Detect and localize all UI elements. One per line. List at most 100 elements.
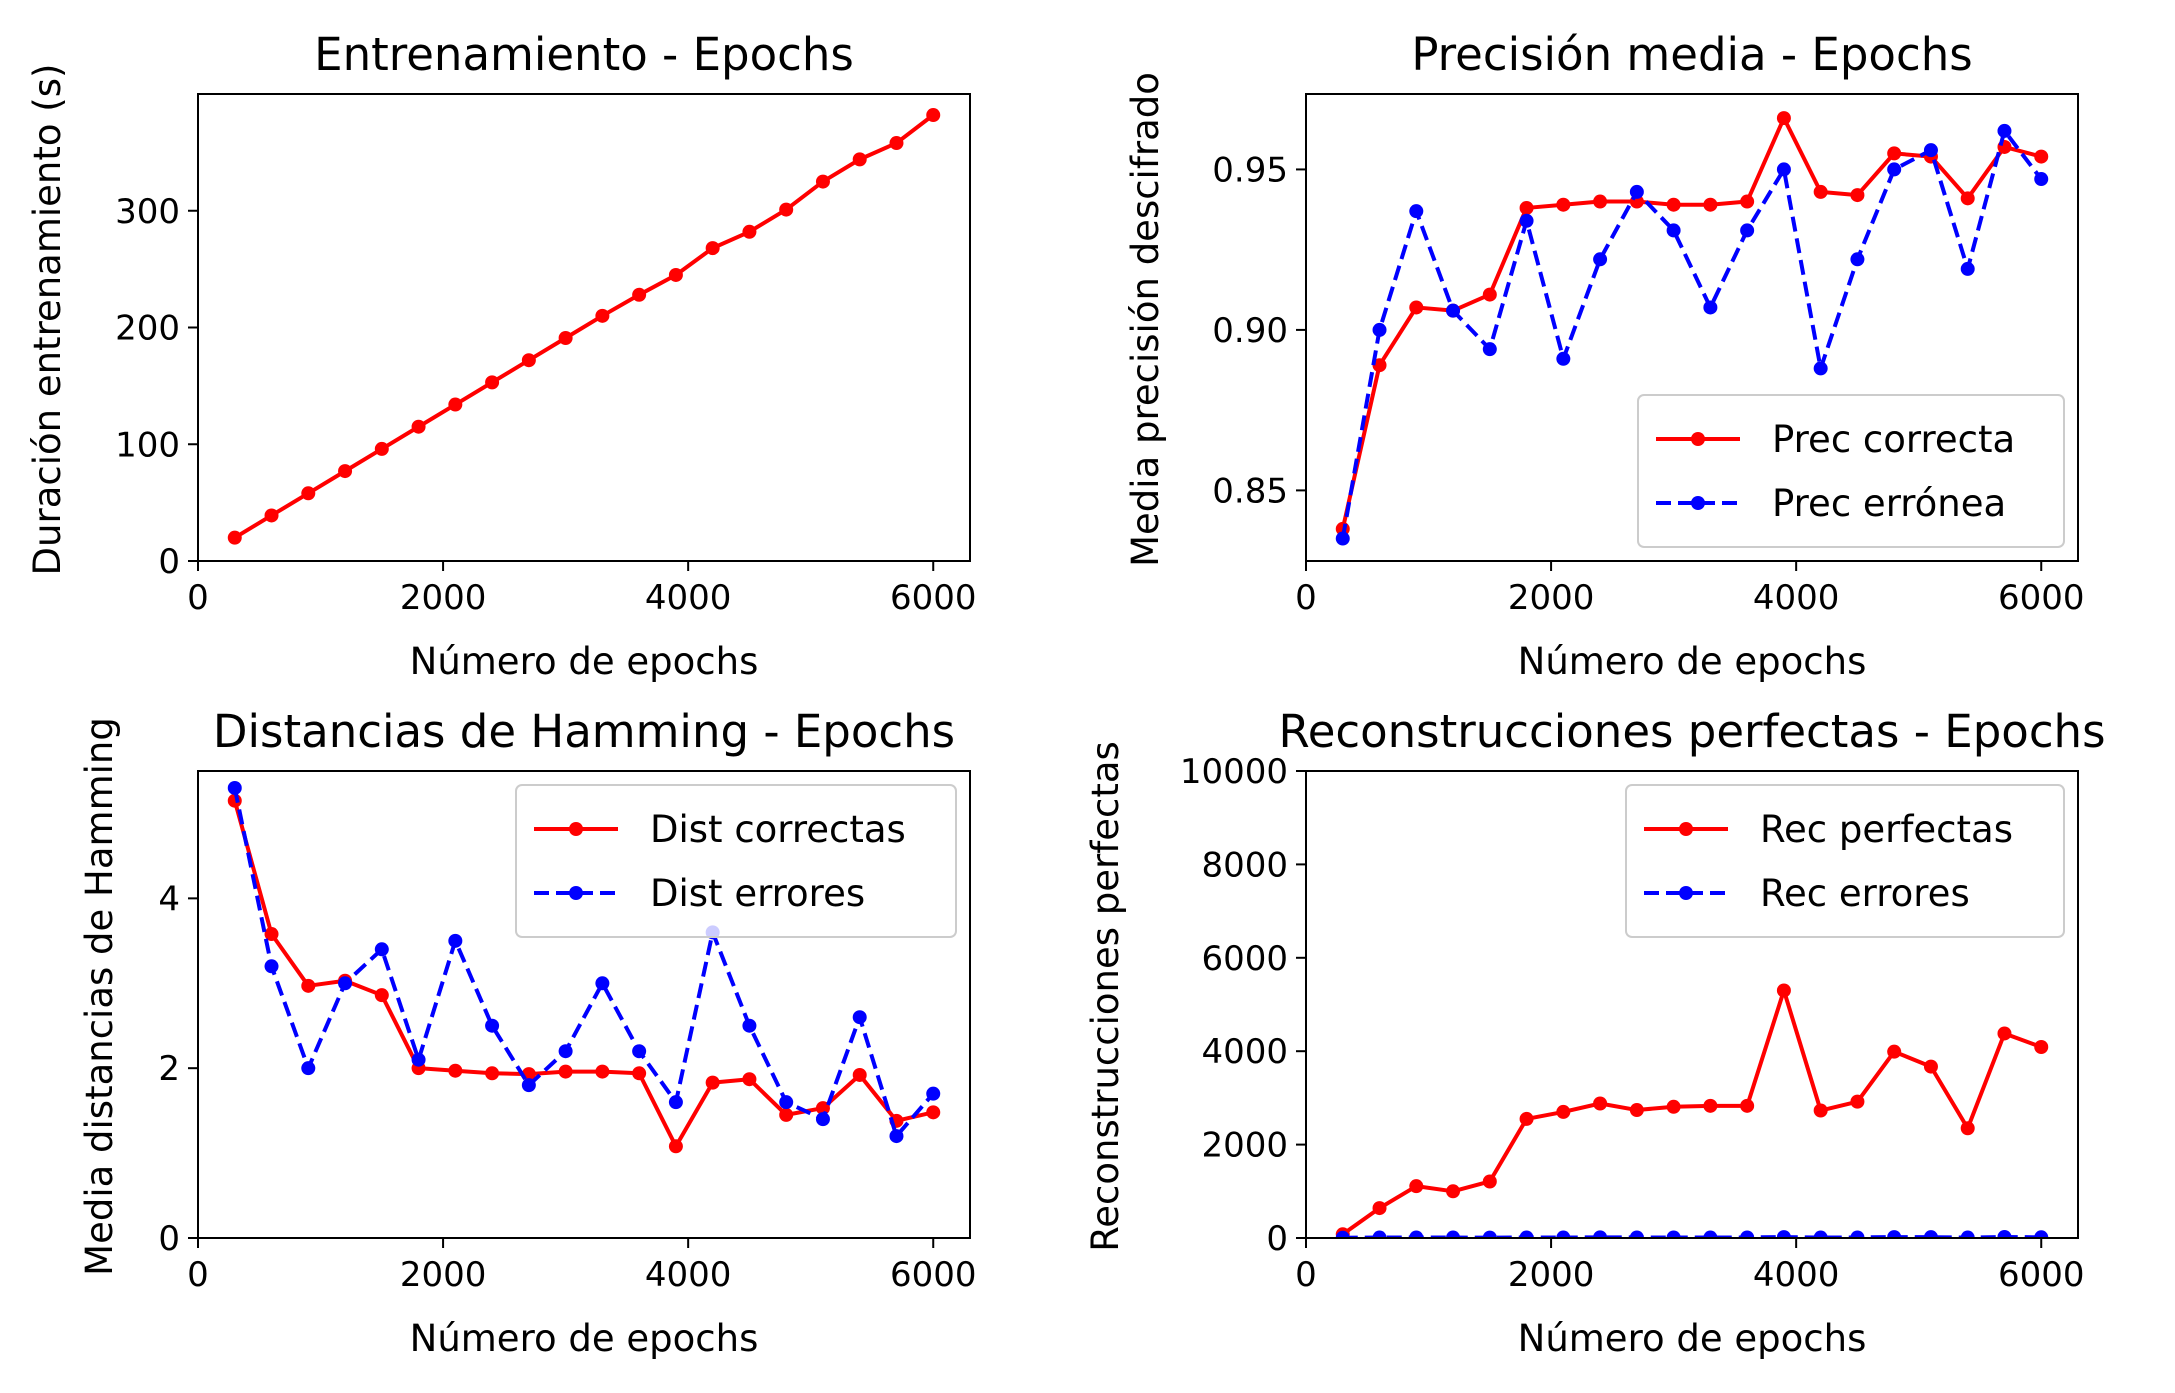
data-point	[374, 988, 389, 1003]
x-axis-label: Número de epochs	[1518, 640, 1867, 683]
data-point	[1813, 1230, 1828, 1238]
chart-precision: Precisión media - Epochs 0 2000 4000 6000 0.8…	[1124, 28, 2085, 683]
y-tick-label: 6000	[1201, 939, 1288, 979]
data-point	[632, 1066, 647, 1081]
series-dist-errores	[227, 780, 941, 1144]
y-axis-label: Media precisión descifrado	[1124, 72, 1167, 567]
x-tick-label: 2000	[1508, 578, 1595, 618]
data-point	[595, 1064, 610, 1079]
data-point	[1813, 184, 1828, 199]
x-axis-label: Número de epochs	[410, 640, 759, 683]
data-point	[2034, 149, 2049, 164]
data-point	[779, 1095, 794, 1110]
data-point	[1997, 1229, 2012, 1238]
legend: Rec perfectas Rec errores	[1625, 784, 2065, 938]
data-point	[1482, 342, 1497, 357]
data-point	[1409, 1230, 1424, 1238]
data-point	[632, 287, 647, 302]
legend-box	[1625, 784, 2065, 938]
data-point	[1776, 1230, 1791, 1238]
data-point	[1556, 351, 1571, 366]
x-tick-label: 2000	[1508, 1255, 1595, 1295]
legend-label: Prec correcta	[1772, 418, 2015, 461]
data-point	[1776, 983, 1791, 998]
chart-title: Precisión media - Epochs	[1411, 28, 1972, 81]
data-point	[889, 136, 904, 151]
data-point	[1887, 146, 1902, 161]
data-point	[1850, 188, 1865, 203]
y-tick-label: 0	[158, 542, 180, 582]
y-tick-label: 0.95	[1212, 150, 1288, 190]
legend-label: Rec errores	[1760, 872, 1970, 915]
data-point	[668, 1139, 683, 1154]
data-point	[632, 1044, 647, 1059]
x-tick-label: 2000	[400, 578, 487, 618]
data-point	[411, 1052, 426, 1067]
data-point	[1519, 213, 1534, 228]
data-point	[264, 508, 279, 523]
x-tick-label: 4000	[1753, 1255, 1840, 1295]
data-point	[815, 1101, 830, 1116]
data-point	[1740, 194, 1755, 209]
series-line	[233, 113, 935, 540]
data-point	[1813, 1103, 1828, 1118]
data-point	[1740, 1230, 1755, 1238]
data-point	[448, 933, 463, 948]
data-point	[1997, 1026, 2012, 1041]
data-point	[1850, 252, 1865, 267]
data-point	[1593, 252, 1608, 267]
data-point	[1372, 322, 1387, 337]
data-point	[705, 241, 720, 256]
data-point	[301, 1061, 316, 1076]
data-point	[448, 1063, 463, 1078]
y-tick-label: 100	[115, 425, 180, 465]
legend: Dist correctas Dist errores	[515, 784, 957, 938]
data-point	[1556, 1230, 1571, 1238]
data-point	[1960, 261, 1975, 276]
legend-marker	[569, 886, 583, 900]
data-point	[227, 530, 242, 545]
data-point	[1703, 1230, 1718, 1238]
legend-label: Dist errores	[650, 872, 865, 915]
data-point	[1666, 197, 1681, 212]
y-axis-label: Reconstrucciones perfectas	[1084, 741, 1127, 1252]
axes-frame	[197, 770, 971, 1239]
x-tick-label: 4000	[645, 578, 732, 618]
chart-title: Reconstrucciones perfectas - Epochs	[1278, 705, 2105, 758]
data-point	[926, 108, 941, 123]
x-tick-label: 4000	[645, 1255, 732, 1295]
data-point	[558, 1064, 573, 1079]
data-point	[1776, 111, 1791, 126]
data-point	[1629, 1230, 1644, 1238]
data-point	[558, 331, 573, 346]
x-axis-label: Número de epochs	[410, 1317, 759, 1360]
data-point	[595, 976, 610, 991]
data-point	[1409, 1179, 1424, 1194]
data-point	[411, 419, 426, 434]
data-point	[1519, 1111, 1534, 1126]
chart-training: Entrenamiento - Epochs 0 2000 4000 6000 0 100 2…	[26, 28, 977, 683]
x-tick-label: 2000	[400, 1255, 487, 1295]
data-point	[1482, 1174, 1497, 1189]
data-point	[1666, 1099, 1681, 1114]
data-point	[815, 174, 830, 189]
x-tick-label: 6000	[890, 578, 977, 618]
data-point	[742, 224, 757, 239]
data-point	[1703, 197, 1718, 212]
data-point	[1556, 1104, 1571, 1119]
legend-marker	[1679, 822, 1693, 836]
data-point	[1593, 194, 1608, 209]
data-point	[521, 1078, 536, 1093]
data-point	[926, 1105, 941, 1120]
data-point	[1446, 303, 1461, 318]
data-point	[742, 1018, 757, 1033]
data-point	[1519, 200, 1534, 215]
data-point	[1776, 162, 1791, 177]
axes-frame	[1305, 770, 2079, 1239]
data-point	[1703, 1098, 1718, 1113]
data-point	[779, 1107, 794, 1122]
data-point	[779, 202, 794, 217]
data-point	[705, 1075, 720, 1090]
legend-marker	[1691, 432, 1705, 446]
